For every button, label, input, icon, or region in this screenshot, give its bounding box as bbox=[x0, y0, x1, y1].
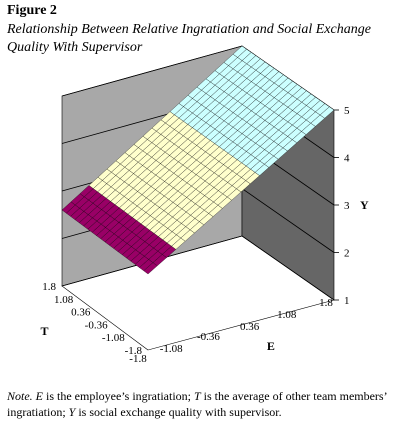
figure-label: Figure 2 bbox=[7, 3, 57, 18]
y-tick-label: 5 bbox=[344, 105, 350, 117]
note-text: E is the employee’s ingratiation; T is t… bbox=[7, 389, 387, 419]
t-tick-label: -1.08 bbox=[102, 332, 125, 344]
t-tick-label: 1.8 bbox=[42, 281, 56, 293]
note-fragment: is social exchange quality with supervis… bbox=[75, 405, 282, 419]
figure-title: Relationship Between Relative Ingratiati… bbox=[7, 22, 371, 55]
y-axis-label: Y bbox=[360, 198, 369, 212]
note-fragment: Y bbox=[68, 405, 76, 419]
x-tick-label: -0.36 bbox=[197, 331, 220, 343]
note-lead: Note. bbox=[7, 389, 33, 403]
t-tick-label: 0.36 bbox=[71, 307, 91, 319]
y-tick-label: 3 bbox=[344, 200, 350, 212]
y-tick-label: 1 bbox=[344, 295, 350, 307]
x-tick-label: -1.8 bbox=[129, 353, 147, 365]
x-tick-label: 0.36 bbox=[240, 321, 260, 333]
t-tick-label: -1.8 bbox=[125, 345, 143, 357]
x-tick-label: 1.8 bbox=[319, 297, 333, 309]
figure-note: Note. E is the employee’s ingratiation; … bbox=[7, 388, 409, 420]
t-tick-label: -0.36 bbox=[85, 319, 108, 331]
x-axis-label: E bbox=[267, 339, 275, 353]
note-fragment: T bbox=[193, 389, 201, 403]
y-tick-label: 4 bbox=[344, 153, 350, 165]
y-gridline bbox=[61, 235, 335, 301]
surface-cell bbox=[319, 106, 335, 119]
t-axis-label: T bbox=[41, 324, 49, 338]
note-fragment: E bbox=[35, 389, 44, 403]
y-tick-label: 2 bbox=[344, 248, 350, 260]
x-tick-label: 1.08 bbox=[277, 309, 297, 321]
note-fragment: is the average of other team members’ in… bbox=[7, 389, 387, 419]
x-tick-label: -1.08 bbox=[160, 343, 183, 355]
t-tick-label: 1.08 bbox=[54, 294, 74, 306]
note-fragment: is the employee’s ingratiation; bbox=[43, 389, 194, 403]
